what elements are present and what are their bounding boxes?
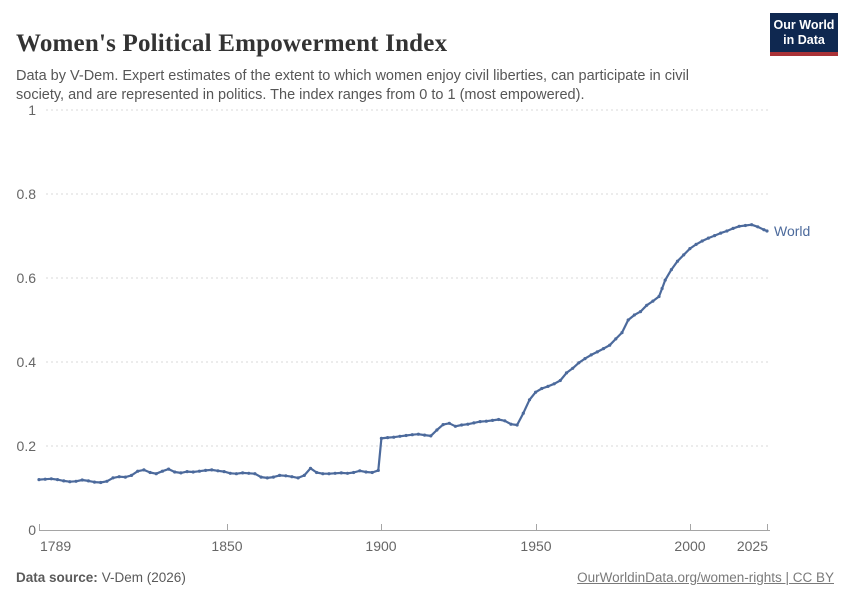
x-tick-label: 2025	[737, 538, 768, 554]
owid-logo-line2: in Data	[783, 33, 825, 47]
chart-subtitle: Data by V-Dem. Expert estimates of the e…	[16, 67, 689, 103]
x-tick-label: 1789	[40, 538, 71, 554]
data-source-label: Data source:	[16, 570, 98, 585]
world-series-line	[37, 223, 769, 485]
x-axis-labels: 1789 1850 1900 1950 2000 2025	[40, 538, 768, 554]
data-source-note: Data source: V-Dem (2026)	[16, 570, 186, 585]
x-axis-ticks	[39, 524, 768, 530]
y-tick-label: 0.2	[17, 438, 37, 454]
y-tick-label: 0.4	[17, 354, 37, 370]
x-tick-label: 1950	[520, 538, 551, 554]
page-title: Women's Political Empowerment Index	[16, 29, 448, 57]
data-source-value: V-Dem (2026)	[101, 570, 186, 585]
x-tick-label: 1900	[365, 538, 396, 554]
y-tick-label: 0.8	[17, 186, 37, 202]
y-tick-label: 0	[28, 522, 36, 538]
owid-logo[interactable]: Our World in Data	[770, 13, 838, 56]
y-tick-label: 0.6	[17, 270, 37, 286]
x-tick-label: 2000	[674, 538, 705, 554]
y-axis-labels: 1 0.8 0.6 0.4 0.2 0	[17, 102, 37, 538]
owid-logo-line1: Our World	[773, 18, 835, 32]
gridlines	[46, 109, 770, 447]
y-tick-label: 1	[28, 102, 36, 118]
credit-link[interactable]: OurWorldinData.org/women-rights | CC BY	[577, 570, 834, 585]
x-tick-label: 1850	[211, 538, 242, 554]
series-label-world: World	[774, 223, 810, 239]
